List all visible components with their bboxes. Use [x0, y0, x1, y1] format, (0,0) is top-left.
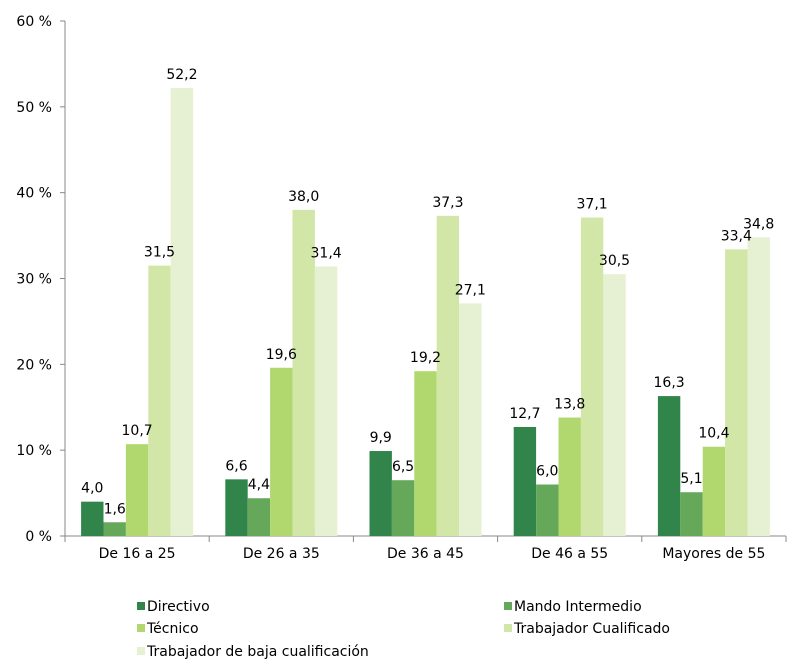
bar: [459, 303, 482, 536]
data-label: 34,8: [743, 216, 774, 232]
data-label: 37,1: [577, 197, 608, 213]
bar: [414, 371, 437, 536]
bar: [536, 484, 559, 536]
data-labels: 4,01,610,731,552,26,64,419,638,031,49,96…: [81, 67, 774, 517]
bar: [702, 446, 726, 536]
bar: [103, 522, 126, 536]
bar: [148, 265, 171, 536]
legend-label: Trabajador Cualificado: [513, 621, 670, 637]
data-label: 27,1: [455, 282, 486, 298]
bar: [247, 498, 271, 536]
legend-swatch: [504, 624, 512, 632]
data-label: 12,7: [509, 406, 540, 422]
bar: [436, 215, 460, 536]
data-label: 19,6: [266, 347, 297, 363]
legend-swatch: [137, 624, 145, 632]
legend-swatch: [137, 647, 145, 655]
x-category-label: De 46 a 55: [531, 546, 608, 562]
data-label: 4,0: [81, 481, 103, 497]
x-category-label: De 36 a 45: [387, 546, 464, 562]
data-label: 38,0: [288, 189, 319, 205]
y-tick-label: 40 %: [16, 186, 52, 202]
x-category-label: De 26 a 35: [243, 546, 320, 562]
data-label: 19,2: [410, 350, 441, 366]
bar: [170, 87, 194, 536]
bar: [725, 249, 748, 537]
data-label: 6,5: [392, 459, 414, 475]
legend-label: Mando Intermedio: [514, 599, 642, 615]
bar: [314, 266, 338, 536]
x-category-label: Mayores de 55: [662, 546, 765, 562]
bar: [369, 451, 392, 536]
data-label: 6,0: [536, 464, 558, 480]
data-label: 4,4: [248, 477, 270, 493]
bar: [391, 480, 415, 536]
data-label: 31,4: [311, 245, 342, 261]
bar: [680, 492, 703, 536]
bar: [580, 217, 604, 536]
bar: [657, 396, 681, 536]
bar: [558, 417, 581, 536]
bar: [125, 444, 149, 536]
y-tick-label: 20 %: [16, 357, 52, 373]
data-label: 31,5: [144, 245, 175, 261]
axes: 0 % 10 % 20 % 30 % 40 % 50 % 60 % De 16 a 25 De …: [16, 14, 787, 562]
data-label: 6,6: [225, 458, 247, 474]
y-tick-label: 30 %: [16, 272, 52, 288]
data-label: 30,5: [599, 253, 630, 269]
data-label: 1,6: [104, 501, 126, 517]
legend-label: Técnico: [146, 621, 199, 637]
data-label: 37,3: [432, 195, 463, 211]
y-tick-label: 0 %: [25, 529, 52, 545]
data-label: 13,8: [554, 397, 585, 413]
bars: [81, 87, 770, 537]
y-tick-label: 10 %: [16, 443, 52, 459]
legend: Directivo Mando Intermedio Técnico Trabajad…: [137, 599, 670, 660]
x-category-label: De 16 a 25: [99, 546, 176, 562]
legend-swatch: [137, 602, 145, 610]
bar: [270, 367, 293, 536]
data-label: 33,4: [721, 228, 752, 244]
legend-label: Trabajador de baja cualificación: [146, 644, 369, 660]
legend-label: Directivo: [147, 599, 210, 615]
bar: [81, 501, 104, 536]
data-label: 52,2: [166, 67, 197, 83]
data-label: 16,3: [654, 375, 685, 391]
bar: [292, 209, 315, 537]
data-label: 9,9: [370, 430, 392, 446]
bar: [603, 274, 626, 536]
bar: [513, 426, 537, 536]
data-label: 10,4: [698, 426, 729, 442]
y-tick-label: 50 %: [16, 100, 52, 116]
legend-swatch: [504, 602, 512, 610]
data-label: 10,7: [122, 423, 153, 439]
bar: [747, 237, 770, 537]
y-tick-label: 60 %: [16, 14, 52, 30]
data-label: 5,1: [680, 471, 702, 487]
bar: [225, 479, 248, 536]
